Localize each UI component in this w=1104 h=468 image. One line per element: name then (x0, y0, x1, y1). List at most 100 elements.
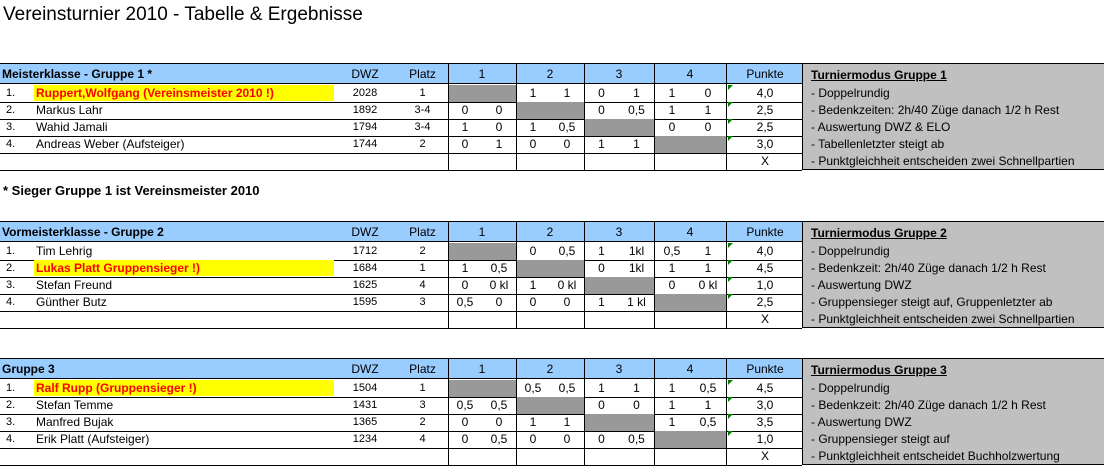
row-divider (0, 277, 802, 278)
result-game-2: 0,5 (558, 381, 576, 395)
player-platz: 3 (419, 296, 426, 308)
rank-number: 4. (6, 296, 16, 308)
result-game-1: 0 (598, 86, 605, 100)
rank-number: 2. (6, 262, 16, 274)
highlight-cell (34, 260, 334, 276)
row-divider (0, 153, 802, 154)
player-dwz: 1744 (352, 138, 378, 150)
row-divider (0, 414, 802, 415)
tournament-mode-title: Turniermodus Gruppe 2 (811, 226, 947, 240)
column-divider (802, 63, 803, 170)
column-divider (584, 221, 585, 328)
row-divider (0, 119, 802, 120)
result-game-1: 0,5 (524, 381, 542, 395)
tiebreak-row: X (0, 448, 1104, 465)
highlight-cell (34, 85, 334, 101)
result-game-1: 1 (668, 86, 676, 100)
result-game-2: 0,5 (490, 398, 508, 412)
result-game-1: 1 (461, 261, 469, 275)
comment-marker-icon (728, 136, 733, 141)
col-header-round-1: 1 (478, 67, 486, 81)
tournament-mode-item: - Bedenkzeiten: 2h/40 Züge danach 1/2 h … (811, 103, 1060, 117)
result-game-2: 1 kl (627, 295, 646, 309)
player-name: Ruppert,Wolfgang (Vereinsmeister 2010 !) (36, 86, 274, 100)
result-game-2: 1kl (628, 244, 645, 258)
result-game-2: 0,5 (628, 432, 645, 446)
player-name: Stefan Freund (36, 278, 113, 292)
player-dwz: 1684 (352, 262, 378, 274)
col-header-dwz: DWZ (351, 225, 379, 239)
group-header-row: Vormeisterklasse - Gruppe 2 DWZ Platz 1 2 3 4 P… (0, 221, 1104, 242)
result-game-2: 0 (563, 137, 571, 151)
player-name: Ralf Rupp (Gruppensieger !) (36, 381, 197, 395)
player-dwz: 1712 (352, 245, 378, 257)
tournament-mode-box: Turniermodus Gruppe 1 - Doppelrundig - Bed… (802, 63, 1104, 170)
group-name: Meisterklasse - Gruppe 1 * (2, 67, 153, 81)
col-header-punkte: Punkte (746, 225, 784, 239)
player-punkte: 4,5 (756, 261, 774, 275)
result-game-1: 1 (668, 381, 676, 395)
self-pairing-cell (655, 136, 726, 153)
player-platz: 4 (419, 433, 426, 445)
tournament-mode-item: - Bedenkzeit: 2h/40 Züge danach 1/2 h Re… (811, 398, 1046, 412)
player-name: Andreas Weber (Aufsteiger) (36, 137, 185, 151)
group-table-3: Gruppe 3 DWZ Platz 1 2 3 4 Punkte Turniermodus G… (0, 358, 1104, 466)
result-game-1: 0 (668, 278, 676, 292)
result-game-1: 0 (461, 432, 469, 446)
tournament-mode-item: - Gruppensieger steigt auf, Gruppenletzt… (811, 295, 1053, 309)
player-punkte: 3,0 (756, 137, 774, 151)
col-header-round-4: 4 (686, 225, 694, 239)
row-divider (0, 448, 802, 449)
column-divider (726, 63, 727, 170)
group-table-1: Meisterklasse - Gruppe 1 * DWZ Platz 1 2 3 4 Pu… (0, 63, 1104, 171)
rank-number: 1. (6, 382, 16, 394)
result-game-1: 0,5 (456, 398, 474, 412)
player-punkte: 4,0 (756, 86, 774, 100)
player-dwz: 1431 (352, 399, 378, 411)
self-pairing-cell (449, 243, 516, 260)
column-divider (654, 63, 655, 170)
result-game-2: 0,5 (558, 244, 576, 258)
tournament-mode-item: - Doppelrundig (811, 244, 890, 258)
comment-marker-icon (728, 260, 733, 265)
result-game-1: 1 (598, 381, 605, 395)
comment-marker-icon (728, 380, 733, 385)
result-game-2: 0 (704, 120, 712, 134)
self-pairing-cell (655, 294, 726, 311)
player-platz: 2 (419, 138, 426, 150)
player-name: Wahid Jamali (36, 120, 108, 134)
result-game-1: 1 (598, 244, 605, 258)
col-header-dwz: DWZ (351, 362, 379, 376)
result-game-1: 1 (668, 415, 676, 429)
comment-marker-icon (728, 243, 733, 248)
self-pairing-cell (585, 119, 654, 136)
col-header-punkte: Punkte (746, 67, 784, 81)
player-platz: 4 (419, 279, 426, 291)
tiebreak-mark: X (760, 312, 769, 326)
result-game-1: 0 (461, 137, 469, 151)
result-game-2: 1 (704, 261, 712, 275)
group-header-row: Gruppe 3 DWZ Platz 1 2 3 4 Punkte (0, 358, 1104, 379)
result-game-2: 1 (495, 137, 503, 151)
player-platz: 3-4 (414, 121, 431, 133)
col-header-punkte: Punkte (746, 362, 784, 376)
column-divider (584, 358, 585, 465)
tiebreak-mark: X (760, 449, 769, 463)
tournament-mode-box: Turniermodus Gruppe 3 - Doppelrundig - Bed… (802, 358, 1104, 465)
player-name: Erik Platt (Aufsteiger) (36, 432, 150, 446)
result-game-1: 0 (598, 398, 605, 412)
self-pairing-cell (517, 102, 584, 119)
row-divider (0, 260, 802, 261)
result-game-2: 1 (704, 398, 712, 412)
result-game-2: 1kl (628, 261, 645, 275)
rank-number: 3. (6, 121, 16, 133)
column-divider (448, 63, 449, 170)
tiebreak-row: X (0, 311, 1104, 328)
player-platz: 2 (419, 245, 426, 257)
rank-number: 4. (6, 433, 16, 445)
col-header-round-4: 4 (686, 67, 694, 81)
comment-marker-icon (728, 414, 733, 419)
col-header-platz: Platz (409, 362, 436, 376)
comment-marker-icon (728, 119, 733, 124)
column-divider (448, 221, 449, 328)
